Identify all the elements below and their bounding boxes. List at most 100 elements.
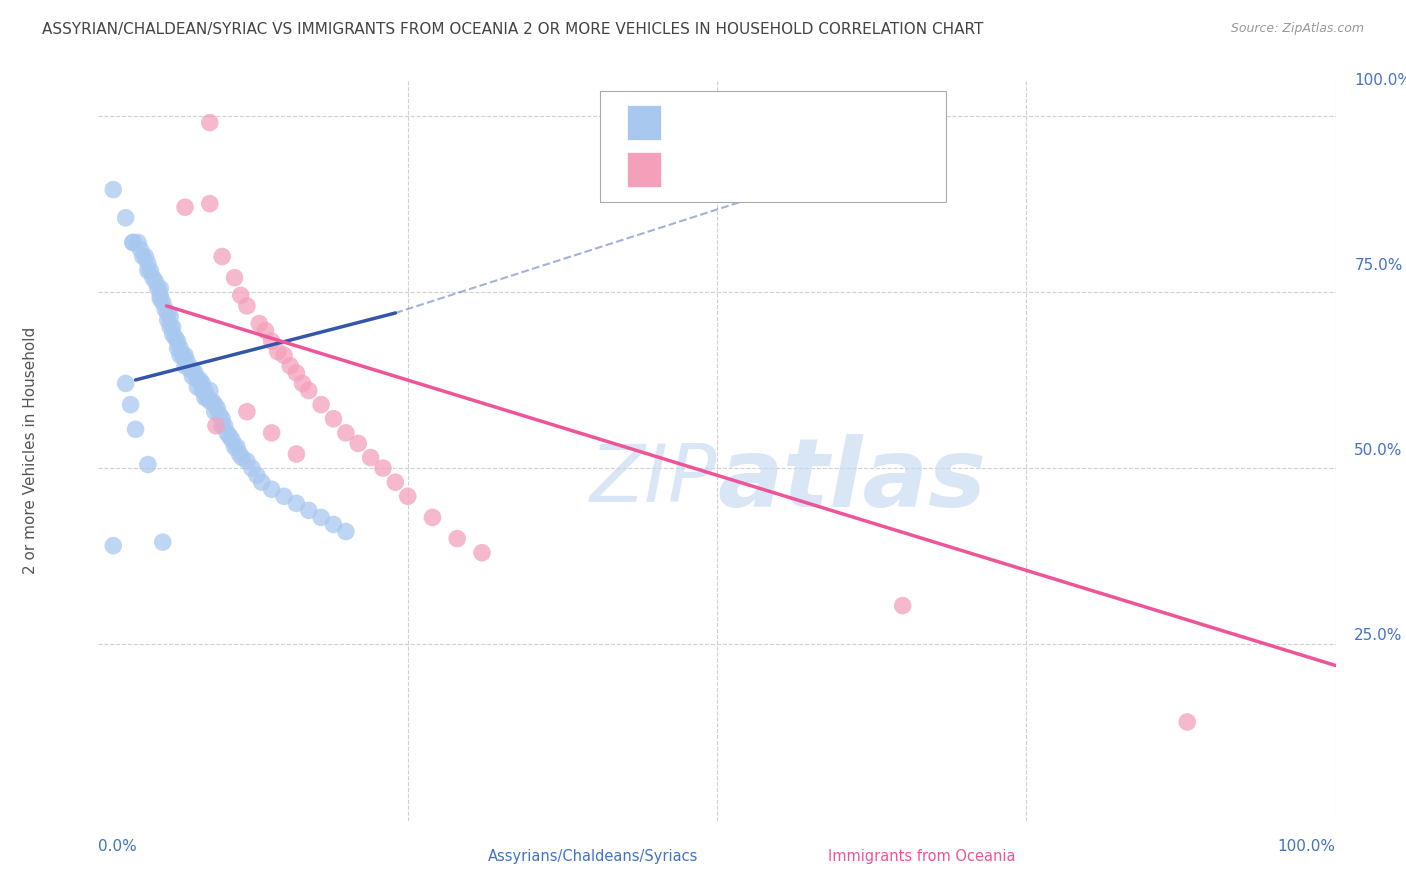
Point: [152, 295, 174, 310]
Point: [198, 384, 221, 398]
Point: [194, 384, 217, 398]
Point: [347, 436, 370, 450]
Point: [236, 405, 259, 419]
Point: [186, 373, 208, 387]
Point: [384, 475, 406, 490]
Point: [236, 299, 259, 313]
Point: [322, 411, 344, 425]
Point: [211, 411, 233, 425]
Point: [169, 341, 191, 355]
Point: [260, 482, 283, 496]
Point: [422, 510, 444, 524]
Point: [335, 425, 357, 440]
Point: [169, 348, 191, 362]
Point: [136, 263, 159, 277]
Point: [152, 535, 174, 549]
Point: [260, 334, 283, 348]
Point: [273, 489, 295, 503]
Point: [143, 274, 166, 288]
Text: 81: 81: [863, 113, 889, 131]
Point: [371, 461, 394, 475]
Point: [136, 458, 159, 472]
Point: [191, 384, 214, 398]
Point: [309, 398, 332, 412]
Point: [159, 310, 181, 324]
Point: [136, 257, 159, 271]
FancyBboxPatch shape: [627, 104, 661, 140]
Point: [156, 313, 179, 327]
Text: Source: ZipAtlas.com: Source: ZipAtlas.com: [1230, 22, 1364, 36]
Point: [166, 334, 188, 348]
Point: [181, 362, 204, 376]
Point: [360, 450, 382, 465]
FancyBboxPatch shape: [792, 845, 818, 869]
Point: [214, 418, 236, 433]
Point: [103, 183, 125, 197]
Point: [211, 418, 233, 433]
Point: [218, 429, 240, 443]
Point: [298, 503, 321, 517]
Text: 0.211: 0.211: [740, 113, 796, 131]
Point: [172, 348, 194, 362]
Point: [285, 447, 308, 461]
Point: [285, 366, 308, 380]
Point: [201, 394, 224, 409]
Point: [260, 425, 283, 440]
Point: [278, 359, 301, 373]
Point: [224, 270, 246, 285]
Point: [205, 401, 228, 416]
Point: [229, 288, 252, 302]
Point: [204, 405, 226, 419]
Point: [1175, 714, 1198, 729]
Point: [224, 440, 246, 454]
Point: [149, 292, 172, 306]
Point: [236, 454, 259, 468]
FancyBboxPatch shape: [599, 91, 946, 202]
Point: [174, 348, 197, 362]
Point: [114, 376, 136, 391]
Point: [124, 422, 146, 436]
Text: 100.0%: 100.0%: [1354, 73, 1406, 87]
Text: 25.0%: 25.0%: [1354, 628, 1403, 643]
Point: [127, 235, 149, 250]
Point: [174, 359, 197, 373]
Point: [149, 288, 172, 302]
Text: R =: R =: [681, 113, 710, 131]
Point: [176, 355, 198, 369]
Point: [134, 250, 156, 264]
Point: [132, 250, 155, 264]
Text: R =: R =: [681, 161, 710, 178]
Point: [891, 599, 914, 613]
Point: [309, 510, 332, 524]
Point: [186, 380, 208, 394]
Point: [273, 348, 295, 362]
Text: 0.0%: 0.0%: [98, 839, 138, 855]
Point: [217, 425, 239, 440]
Point: [221, 433, 243, 447]
Point: [155, 302, 177, 317]
Point: [194, 391, 217, 405]
Point: [246, 468, 269, 483]
Point: [122, 235, 145, 250]
Point: [231, 450, 253, 465]
Text: N =: N =: [810, 113, 841, 131]
Point: [291, 376, 314, 391]
Text: -0.547: -0.547: [740, 161, 804, 178]
Text: Immigrants from Oceania: Immigrants from Oceania: [828, 849, 1017, 864]
Point: [184, 366, 207, 380]
Point: [122, 235, 145, 250]
Point: [165, 331, 187, 345]
Point: [267, 344, 290, 359]
Point: [228, 447, 250, 461]
Point: [142, 270, 165, 285]
Text: atlas: atlas: [717, 434, 986, 526]
FancyBboxPatch shape: [627, 152, 661, 187]
Point: [149, 281, 172, 295]
Point: [204, 398, 226, 412]
Point: [174, 351, 197, 366]
Point: [114, 211, 136, 225]
Text: 37: 37: [863, 161, 889, 178]
Point: [335, 524, 357, 539]
Point: [195, 391, 218, 405]
Point: [181, 369, 204, 384]
